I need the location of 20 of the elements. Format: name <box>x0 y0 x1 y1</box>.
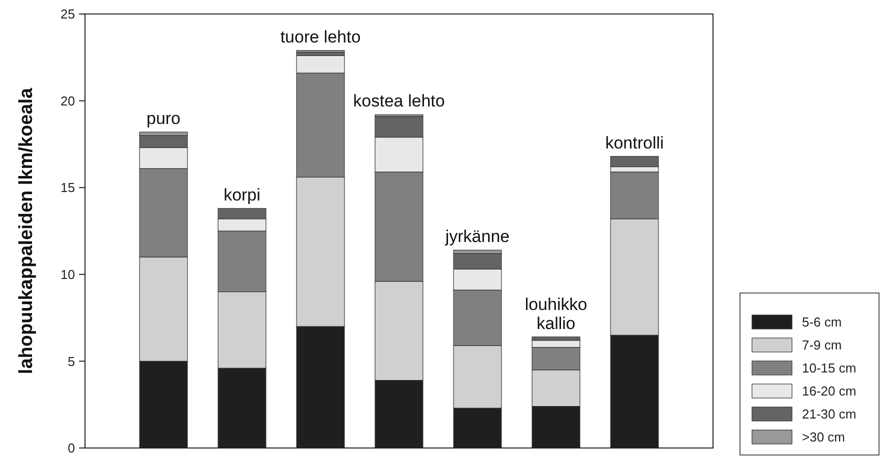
legend-label: 21-30 cm <box>802 406 856 422</box>
legend-label: 16-20 cm <box>802 384 856 399</box>
y-tick-label: 10 <box>60 266 75 282</box>
legend-label: 5-6 cm <box>802 314 842 330</box>
x-tick-label: jyrkänne <box>444 227 510 246</box>
y-axis-title: lahopuukappaleiden lkm/koeala <box>16 88 37 374</box>
legend-label: 10-15 cm <box>802 360 856 376</box>
y-tick-label: 5 <box>68 354 75 369</box>
y-tick-label: 20 <box>60 93 75 108</box>
x-tick-label: kostea lehto <box>353 92 445 111</box>
x-tick-label: tuore lehto <box>280 27 361 46</box>
y-tick-label: 25 <box>60 6 75 22</box>
y-tick-label: 15 <box>60 180 75 196</box>
y-tick-label: 0 <box>68 440 75 456</box>
x-tick-label: puro <box>146 109 181 128</box>
x-tick-label: korpi <box>224 185 260 204</box>
legend-label: 7-9 cm <box>802 338 842 353</box>
legend-label: >30 cm <box>802 430 845 445</box>
x-tick-label: louhikko kallio <box>524 294 588 333</box>
x-tick-label: kontrolli <box>605 133 664 152</box>
